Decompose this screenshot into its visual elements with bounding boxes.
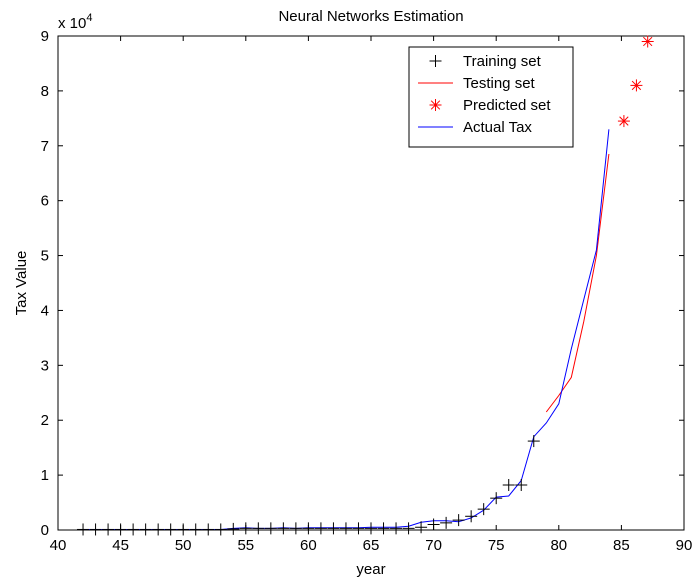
x-axis-title: year — [356, 561, 385, 578]
training-set-point — [377, 522, 390, 535]
training-set-point — [515, 478, 528, 491]
training-set-point — [264, 522, 277, 535]
training-set-point — [102, 523, 115, 536]
y-tick-label: 8 — [41, 83, 49, 100]
training-set-point — [327, 522, 340, 535]
y-axis-exponent: x 104 — [58, 12, 92, 32]
training-set-point — [502, 478, 515, 491]
y-tick-label: 0 — [41, 522, 49, 539]
y-tick-label: 1 — [41, 467, 49, 484]
y-tick-label: 5 — [41, 248, 49, 265]
series-layer — [77, 35, 654, 536]
predicted-set-marker-d2 — [643, 36, 653, 47]
training-set-point — [339, 522, 352, 535]
training-set-point — [227, 522, 240, 535]
training-set-point — [390, 522, 403, 535]
legend-entry-testing-set: Testing set — [418, 75, 536, 92]
x-tick-label: 80 — [550, 537, 567, 554]
y-tick-label: 9 — [41, 28, 49, 45]
series-training-set — [77, 435, 540, 536]
training-set-point — [127, 523, 140, 536]
training-set-point — [202, 523, 215, 536]
x-tick-label: 45 — [112, 537, 129, 554]
y-tick-label: 3 — [41, 357, 49, 374]
x-tick-label: 55 — [237, 537, 254, 554]
x-tick-label: 70 — [425, 537, 442, 554]
training-set-point — [465, 510, 478, 523]
training-set-point — [277, 522, 290, 535]
y-tick-label: 2 — [41, 412, 49, 429]
training-set-point — [89, 523, 102, 536]
training-set-point — [114, 523, 127, 536]
x-tick-label: 75 — [488, 537, 505, 554]
training-set-point — [477, 503, 490, 516]
training-set-point — [365, 522, 377, 535]
training-set-point — [77, 523, 90, 536]
training-set-point — [352, 522, 365, 535]
training-set-point — [302, 522, 315, 535]
y-tick-label: 7 — [41, 138, 49, 155]
x-tick-label: 85 — [613, 537, 630, 554]
x-tick-label: 90 — [676, 537, 693, 554]
x-tick-label: 40 — [50, 537, 67, 554]
legend-swatch-predicted-set-d2 — [430, 100, 441, 110]
training-set-point — [252, 522, 265, 535]
legend-entry-actual-tax: Actual Tax — [418, 119, 532, 136]
y-axis-title: Tax Value — [13, 251, 30, 316]
x-tick-label: 65 — [363, 537, 380, 554]
series-predicted-set — [617, 35, 654, 128]
legend-label-training-set: Training set — [463, 53, 542, 70]
legend-entry-training-set: Training set — [429, 53, 542, 70]
predicted-set-point — [617, 115, 630, 128]
series-testing-set — [545, 153, 610, 413]
training-set-point — [177, 523, 190, 536]
training-set-point — [214, 523, 227, 536]
legend-entry-predicted-set: Predicted set — [429, 97, 551, 114]
training-set-point — [415, 521, 428, 534]
predicted-set-point — [630, 79, 643, 92]
testing-set-line — [545, 153, 610, 413]
x-tick-label: 60 — [300, 537, 317, 554]
predicted-set-marker-d2 — [631, 80, 642, 91]
training-set-point — [239, 522, 252, 535]
training-set-point — [289, 522, 302, 535]
training-set-point — [452, 514, 465, 527]
training-set-point — [440, 516, 453, 529]
training-set-point — [527, 435, 540, 448]
legend-label-actual-tax: Actual Tax — [463, 119, 532, 136]
plot-area — [57, 35, 685, 531]
training-set-point — [490, 492, 503, 505]
predicted-set-marker-d2 — [619, 116, 629, 126]
training-set-point — [402, 522, 415, 535]
y-tick-label: 6 — [41, 193, 49, 210]
training-set-point — [427, 518, 440, 531]
legend-box — [408, 46, 574, 148]
training-set-point — [139, 523, 152, 536]
training-set-point — [189, 523, 202, 536]
y-axis-exponent-base: x 10 — [58, 15, 86, 32]
y-axis-exponent-power: 4 — [86, 12, 92, 24]
legend-label-predicted-set: Predicted set — [463, 97, 551, 114]
y-tick-label: 4 — [41, 302, 49, 319]
chart-title: Neural Networks Estimation — [278, 8, 463, 25]
x-tick-label: 50 — [175, 537, 192, 554]
training-set-point — [314, 522, 327, 535]
legend-label-testing-set: Testing set — [463, 75, 536, 92]
training-set-point — [152, 523, 165, 536]
predicted-set-point — [641, 35, 654, 48]
legend: Training set Testing set Predicted set Actu… — [408, 46, 574, 148]
training-set-point — [164, 523, 177, 536]
